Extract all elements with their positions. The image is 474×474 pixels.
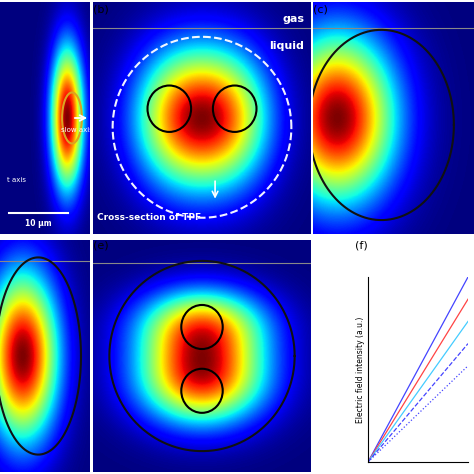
- Text: (f): (f): [355, 240, 368, 250]
- Text: t axis: t axis: [7, 177, 26, 183]
- Text: slow axis: slow axis: [62, 127, 93, 133]
- Text: (c): (c): [313, 4, 328, 14]
- Text: gas: gas: [283, 14, 304, 24]
- Text: Cross-section of TPF: Cross-section of TPF: [97, 213, 201, 222]
- Text: (e): (e): [93, 240, 109, 250]
- Text: liquid: liquid: [270, 41, 304, 52]
- Text: 10 μm: 10 μm: [25, 219, 52, 228]
- Y-axis label: Electric field intensity (a.u.): Electric field intensity (a.u.): [356, 316, 365, 423]
- Text: (b): (b): [93, 4, 109, 14]
